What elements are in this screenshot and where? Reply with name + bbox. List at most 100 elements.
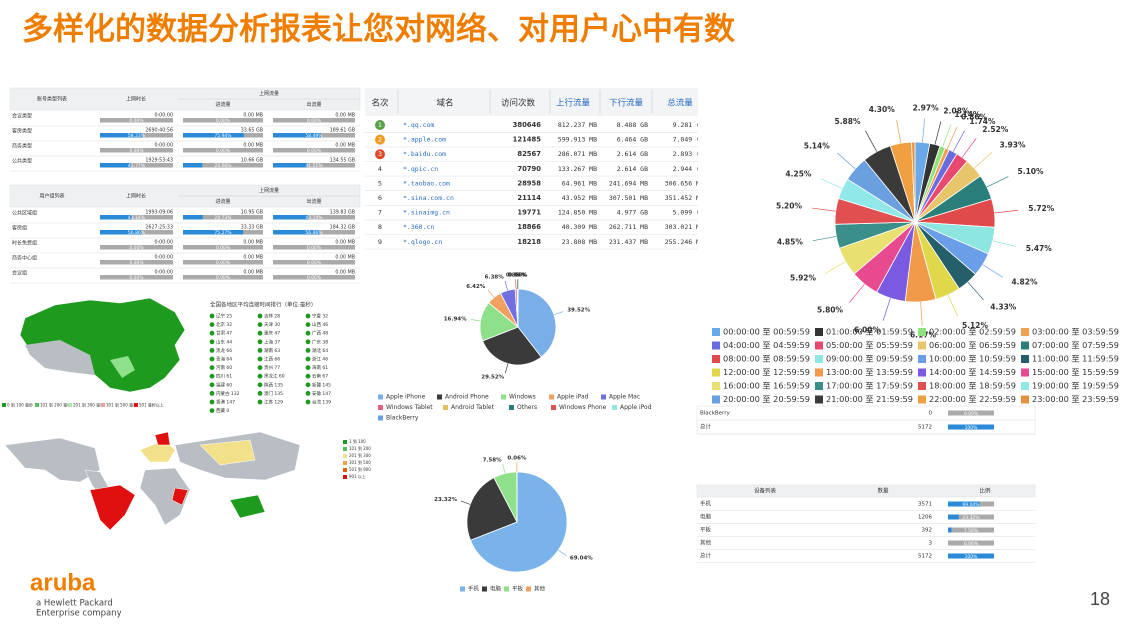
legend-label: 平板 <box>512 585 524 593</box>
cell-text: 0.00 MB <box>335 255 355 261</box>
traffic: 9.281 ( <box>673 121 700 129</box>
cell-text: 0.00 MB <box>335 240 355 246</box>
leader-line <box>487 289 495 298</box>
traffic: 351.452 M <box>665 194 700 202</box>
cell-text: 7.58% <box>964 528 979 534</box>
cell-text: 58.49% <box>305 133 323 139</box>
domain: *.qpic.cn <box>403 165 438 173</box>
header-text: 总流量 <box>667 98 693 109</box>
legend-label: 08:00:00 至 08:59:59 <box>723 354 810 364</box>
cell-text: 0:00:00 <box>155 240 174 246</box>
rank-dot <box>305 348 311 353</box>
rank-dot <box>305 365 311 370</box>
leader-line <box>865 130 878 152</box>
pie-label: 2.52% <box>982 125 1009 134</box>
pie-label: 5.80% <box>817 305 844 314</box>
pct-bar-bg <box>183 245 263 250</box>
cell-text: 100% <box>965 554 979 560</box>
cell-text: 山东 44 <box>216 338 232 345</box>
cell-text: 进流量 <box>215 198 230 205</box>
leader-line <box>967 281 984 301</box>
pie-label: 4.25% <box>785 169 812 178</box>
cell-text: 北京 32 <box>216 321 232 328</box>
cell-text: 501 毫秒以上 <box>139 402 164 408</box>
pct-bar-bg <box>100 260 173 265</box>
legend-swatch <box>1021 328 1029 336</box>
cell-text: 58.23% <box>128 133 146 139</box>
cell-text: 56.86% <box>305 230 323 236</box>
pct-bar-bg <box>183 260 263 265</box>
pct-bar-bg <box>100 215 173 220</box>
traffic: 2.614 GB <box>617 150 648 158</box>
cell-text: 台湾 139 <box>312 399 331 406</box>
leader-line <box>824 261 846 274</box>
china-region <box>110 356 135 378</box>
pct-bar <box>273 133 321 138</box>
traffic: 286.071 MB <box>558 150 597 158</box>
leader-line <box>812 236 837 242</box>
traffic: 307.501 MB <box>609 194 648 202</box>
cell-text: 西藏 0 <box>216 407 229 414</box>
rank: 7 <box>378 209 382 217</box>
cell-text: 重庆 47 <box>264 330 280 337</box>
cell-text: 电脑 <box>700 513 712 521</box>
legend-swatch <box>815 382 823 390</box>
rank-dot <box>257 313 263 319</box>
cell-text: 75.94% <box>214 133 232 139</box>
leader-line <box>992 240 1016 247</box>
legend-label: 06:00:00 至 06:59:59 <box>929 340 1016 350</box>
legend-swatch <box>343 440 347 444</box>
cell-text: 10.95 GB <box>241 210 263 216</box>
cell-text: 2690:40:56 <box>145 128 173 134</box>
cell-text: 辽宁 25 <box>216 313 232 320</box>
cell-text: 1206 <box>918 515 932 521</box>
cell-text: 0.06% <box>964 541 979 547</box>
pct-bar <box>273 215 309 220</box>
legend-swatch <box>918 355 926 363</box>
cell-text: 天津 30 <box>264 321 280 328</box>
cell-text: 501 到 900 <box>349 466 371 472</box>
cell-text: 0.00% <box>216 275 231 281</box>
legend-label: Windows Phone <box>559 404 607 411</box>
legend-swatch <box>343 475 347 479</box>
leader-line <box>947 294 959 317</box>
cell-text: 进流量 <box>215 101 230 108</box>
rank-dot <box>209 339 215 345</box>
cell-text: 账号类型列表 <box>37 96 67 103</box>
cell-text: 201 到 300 <box>349 452 371 458</box>
legend-swatch <box>815 341 823 350</box>
cell-text: 0:00:00 <box>155 255 174 261</box>
cell-text: 广东 38 <box>312 338 328 345</box>
legend-swatch <box>1021 341 1029 350</box>
cell-text: 5172 <box>918 554 932 560</box>
pie-slice <box>469 471 568 573</box>
cell-text: 0 <box>929 411 933 417</box>
legend-label: Apple Mac <box>609 394 640 401</box>
pie-slice <box>517 288 557 358</box>
cell-text: 0.00% <box>129 260 144 266</box>
cell-text: 青海 64 <box>216 356 232 363</box>
visits: 121485 <box>513 136 542 144</box>
cell-text: 甘肃 47 <box>216 330 232 337</box>
pct-bar <box>183 230 244 235</box>
rank-dot <box>209 356 215 362</box>
cell-text: 时长免费组 <box>12 240 37 247</box>
pct-bar-bg <box>948 540 994 546</box>
legend-label: 01:00:00 至 01:59:59 <box>826 327 913 337</box>
legend-label: 16:00:00 至 16:59:59 <box>723 381 810 391</box>
pie-label: 2.08% <box>943 107 970 116</box>
cell-text: 33.33 GB <box>241 225 263 231</box>
legend-swatch <box>68 403 72 407</box>
legend-label: BlackBerry <box>386 415 419 422</box>
pie-label: 5.20% <box>776 202 803 211</box>
leader-line <box>553 311 564 316</box>
cell-text: 上网时长 <box>126 96 146 103</box>
legend-label: 03:00:00 至 03:59:59 <box>1032 327 1119 337</box>
rank-badge <box>375 120 385 130</box>
pie-label: 5.10% <box>1018 167 1045 176</box>
pie-label: 4.30% <box>869 105 896 114</box>
legend-swatch <box>526 586 531 592</box>
cell-text: 江西 66 <box>264 356 280 363</box>
rank-dot <box>257 356 263 362</box>
cell-text: 0.00% <box>964 411 979 417</box>
